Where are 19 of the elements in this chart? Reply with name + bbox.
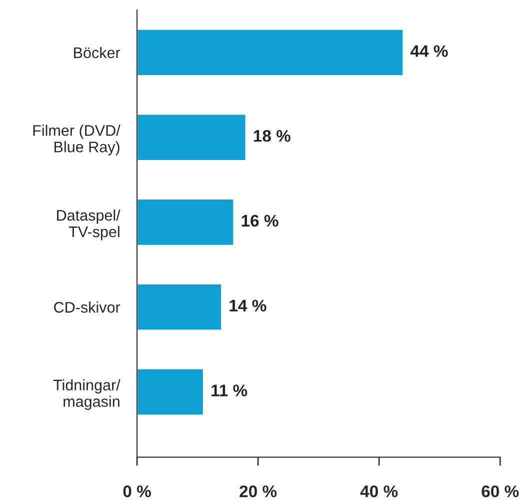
x-tick-label: 40 %	[360, 485, 398, 498]
y-tick-label: Tidningar/ magasin	[53, 379, 120, 410]
x-tick-label: 20 %	[240, 485, 277, 498]
data-label: 16 %	[242, 214, 278, 227]
x-tick-label: 0 %	[123, 485, 151, 498]
y-tick-label: Böcker	[74, 46, 120, 58]
y-tick-label: CD-skivor	[54, 302, 120, 313]
bar	[137, 113, 247, 162]
y-tick-label: Filmer (DVD/ Blue Ray)	[33, 124, 120, 156]
x-tick-label: 60 %	[482, 485, 519, 498]
y-tick-label: Dataspel/ TV-spel	[57, 210, 120, 240]
bar	[137, 368, 204, 416]
data-label: 18 %	[254, 130, 290, 142]
data-label: 44 %	[410, 45, 448, 57]
data-label: 11 %	[212, 384, 248, 396]
bar	[137, 283, 222, 332]
bar	[137, 198, 235, 246]
bar	[137, 28, 404, 77]
data-label: 14 %	[230, 300, 266, 312]
